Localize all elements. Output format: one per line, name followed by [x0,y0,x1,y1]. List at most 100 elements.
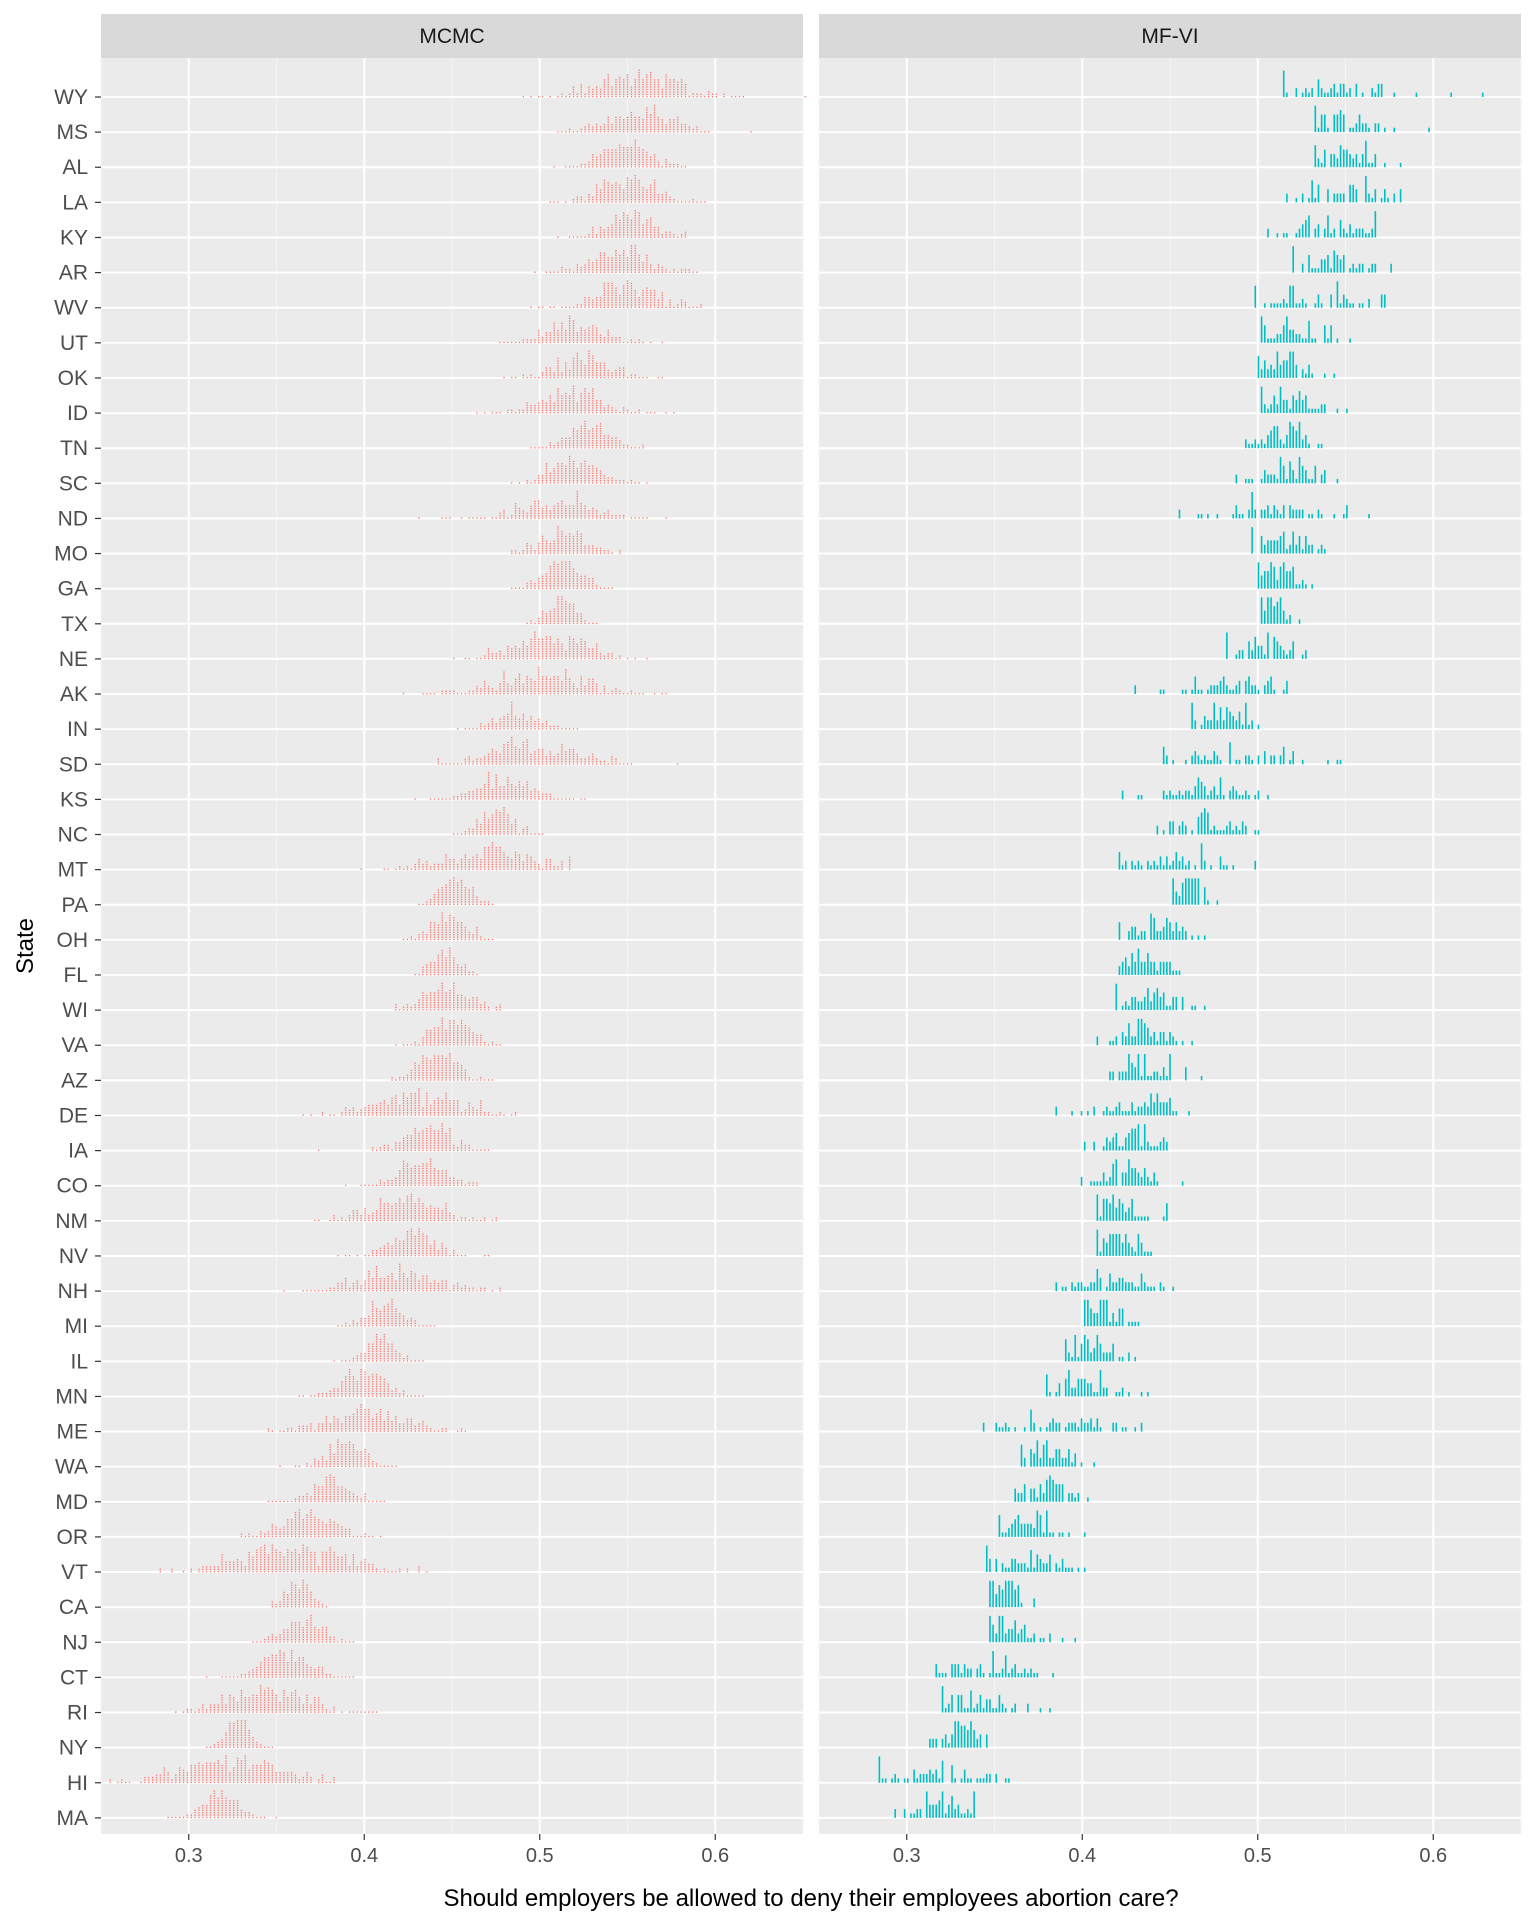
mcmc-dot [464,1025,467,1027]
mcmc-dot [615,289,617,292]
mcmc-dot [607,236,609,238]
mcmc-dot [457,886,459,889]
mcmc-dot [623,119,625,121]
mcmc-dot [437,1039,440,1041]
mcmc-dot [487,753,490,755]
mcmc-dot [375,1114,378,1116]
mcmc-dot [538,482,540,484]
mcmc-dot [538,718,540,720]
mcmc-dot [441,914,443,917]
mcmc-dot [669,131,671,133]
mcmc-dot [588,88,590,91]
mcmc-dot [634,259,636,261]
mcmc-dot [441,866,443,868]
mcmc-dot [499,823,501,826]
mcmc-dot [568,690,571,692]
mcmc-dot [526,688,528,690]
mcmc-dot [572,334,575,336]
mcmc-dot [626,177,629,179]
mcmc-dot [453,1025,455,1027]
mcmc-dot [491,842,494,844]
mcmc-dot [472,859,474,861]
mcmc-dot [580,362,582,364]
mcmc-dot [657,96,660,98]
mcmc-dot [623,407,625,409]
mcmc-dot [599,154,602,156]
mcmc-dot [568,444,571,447]
mcmc-dot [541,400,544,402]
mcmc-dot [472,886,474,889]
mcmc-dot [684,234,687,236]
mcmc-dot [433,992,436,994]
mcmc-dot [549,650,551,653]
mcmc-dot [302,1114,304,1116]
mcmc-dot [669,86,671,88]
mcmc-dot [453,1027,455,1029]
mcmc-dot [673,91,675,93]
mcmc-dot [596,234,598,236]
mcmc-dot [580,163,582,166]
mcmc-dot [588,367,590,369]
mcmc-dot [429,962,432,964]
mcmc-dot [580,540,582,542]
mcmc-dot [630,151,633,154]
mcmc-dot [599,334,602,336]
mcmc-dot [576,533,579,535]
mcmc-dot [333,1114,335,1116]
mcmc-dot [677,163,679,166]
mcmc-dot [534,341,536,344]
mcmc-dot [565,653,567,655]
mcmc-dot [561,376,563,379]
mcmc-dot [576,643,579,645]
mcmc-dot [541,758,544,760]
mcmc-dot [449,894,451,896]
mcmc-dot [495,791,497,793]
mcmc-dot [615,304,617,306]
mcmc-dot [541,578,544,580]
mcmc-dot [568,681,571,683]
mcmc-dot [568,585,571,587]
mcmc-dot [572,512,575,514]
mcmc-dot [549,868,551,870]
mcmc-dot [545,723,548,725]
mcmc-dot [557,645,559,648]
mcmc-dot [568,93,571,95]
mcmc-dot [514,341,517,344]
mcmc-dot [541,763,544,765]
mcmc-dot [576,341,579,344]
mcmc-dot [538,550,540,552]
mcmc-dot [507,720,509,723]
mcmc-dot [414,938,416,941]
mcmc-dot [634,144,636,146]
mcmc-dot [596,186,598,189]
mcmc-dot [561,402,563,404]
mcmc-dot [623,254,625,257]
mcmc-dot [626,156,629,158]
mcmc-dot [592,234,594,236]
mcmc-dot [596,341,598,344]
mcmc-dot [596,645,598,648]
mcmc-dot [565,475,567,477]
mcmc-dot [511,693,513,695]
mcmc-dot [487,866,490,868]
mcmc-dot [642,341,644,344]
mcmc-dot [580,392,582,395]
mcmc-dot [503,814,505,816]
mcmc-dot [565,341,567,344]
mcmc-dot [572,570,575,573]
mcmc-dot [561,748,563,751]
mcmc-dot [580,638,582,641]
mcmc-dot [561,728,563,730]
mcmc-dot [568,337,571,339]
mcmc-dot [445,994,447,997]
mcmc-dot [592,507,594,510]
mcmc-dot [696,271,698,273]
mcmc-dot [565,683,567,685]
mcmc-dot [457,1001,459,1004]
mcmc-dot [623,96,625,98]
mcmc-dot [607,341,609,344]
mcmc-dot [619,126,621,128]
mcmc-dot [453,863,455,866]
mcmc-dot [484,821,486,823]
mcmc-dot [565,337,567,339]
